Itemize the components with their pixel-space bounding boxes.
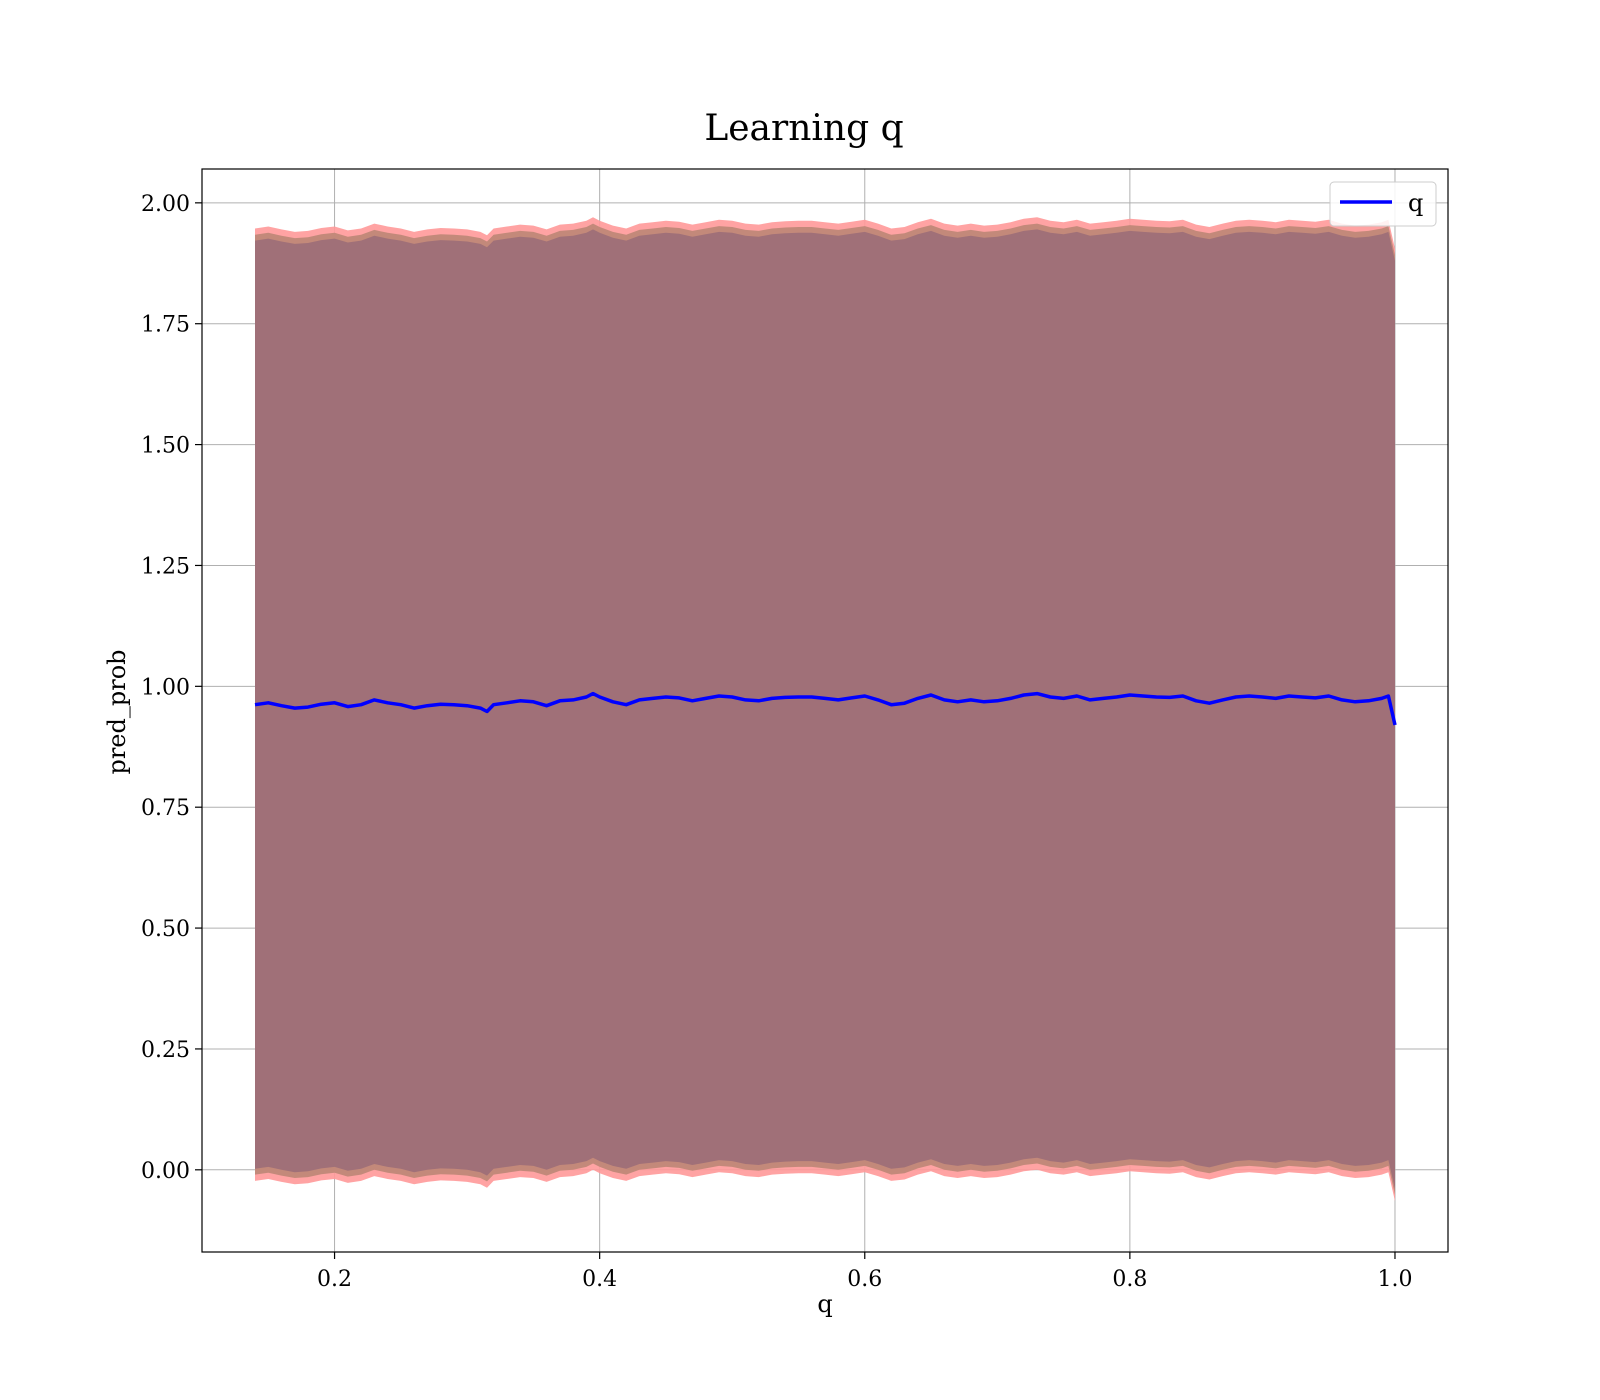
y-tick-label: 1.25 — [141, 554, 190, 579]
y-tick-label: 0.00 — [141, 1159, 190, 1184]
chart-title: Learning q — [704, 108, 903, 149]
x-tick-label: 0.8 — [1112, 1267, 1147, 1292]
y-tick-label: 2.00 — [141, 192, 190, 217]
legend-label-q: q — [1408, 189, 1423, 217]
y-tick-label: 1.50 — [141, 434, 190, 459]
x-tick-label: 1.0 — [1377, 1267, 1412, 1292]
legend-box — [1329, 181, 1437, 227]
y-tick-label: 0.50 — [141, 917, 190, 942]
series-layer — [254, 691, 1397, 726]
y-axis-label: pred_prob — [103, 649, 131, 774]
x-axis-ticks: 0.2 0.4 0.6 0.8 1.0 — [317, 1252, 1412, 1292]
band-inner — [255, 229, 1395, 1190]
y-tick-label: 0.25 — [141, 1038, 190, 1063]
y-tick-label: 1.75 — [141, 313, 190, 338]
y-tick-label: 0.75 — [141, 796, 190, 821]
x-tick-label: 0.2 — [317, 1267, 352, 1292]
legend: q — [1329, 181, 1437, 227]
y-tick-label: 1.00 — [141, 675, 190, 700]
confidence-bands — [255, 217, 1395, 1202]
y-axis-ticks: 0.00 0.25 0.50 0.75 1.00 1.25 1.50 1.75 2.00 — [141, 192, 202, 1184]
x-tick-label: 0.4 — [582, 1267, 617, 1292]
x-tick-label: 0.6 — [847, 1267, 882, 1292]
plot-frame — [201, 168, 1449, 1253]
series-line-q — [254, 691, 1397, 726]
x-axis-label: q — [817, 1290, 832, 1318]
